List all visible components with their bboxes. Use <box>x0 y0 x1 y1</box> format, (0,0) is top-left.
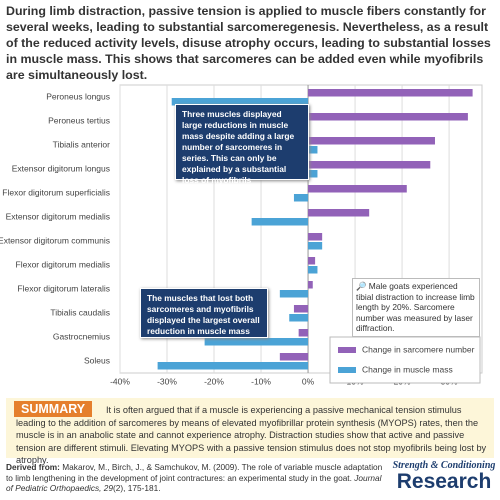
bar <box>279 353 309 361</box>
x-tick-label: -20% <box>204 376 224 386</box>
summary-text: It is often argued that if a muscle is e… <box>16 405 487 465</box>
bar <box>308 137 435 145</box>
legend-swatch <box>338 347 356 353</box>
header-text: During limb distraction, passive tension… <box>6 4 491 82</box>
bar <box>308 266 318 274</box>
y-tick-label: Tibialis anterior <box>53 139 110 149</box>
y-tick-label: Extensor digitorum communis <box>0 235 110 245</box>
note-text: Male goats experienced tibial distractio… <box>356 281 475 333</box>
x-tick-label: -10% <box>251 376 271 386</box>
footer: Derived from: Makarov, M., Birch, J., & … <box>6 462 386 494</box>
citation: Makarov, M., Birch, J., & Samchukov, M. … <box>6 462 383 483</box>
logo-top: Strength & Conditioning <box>392 460 496 471</box>
legend-box <box>329 336 481 384</box>
y-tick-label: Flexor digitorum lateralis <box>17 283 110 293</box>
bar <box>308 146 318 154</box>
y-tick-label: Flexor digitorum medialis <box>16 259 110 269</box>
x-tick-label: -30% <box>157 376 177 386</box>
x-tick-label: -40% <box>110 376 130 386</box>
y-tick-label: Flexor digitorum superficialis <box>2 187 110 197</box>
bar <box>308 89 473 97</box>
bar <box>157 362 309 370</box>
bar <box>298 329 309 337</box>
summary: It is often argued that if a muscle is e… <box>6 398 494 465</box>
magnifier-icon: 🔎 <box>356 281 367 291</box>
bar <box>251 218 309 226</box>
y-tick-label: Peroneus longus <box>46 91 110 101</box>
pages: (2), 175-181. <box>113 483 161 493</box>
y-tick-label: Extensor digitorum longus <box>12 163 110 173</box>
bar <box>171 98 309 106</box>
bar <box>308 281 313 289</box>
bar <box>308 161 431 169</box>
y-tick-label: Gastrocnemius <box>53 331 110 341</box>
note: 🔎 Male goats experienced tibial distract… <box>352 278 480 337</box>
bar <box>289 314 309 322</box>
bar <box>293 305 309 313</box>
bar <box>308 185 407 193</box>
bar <box>308 257 316 265</box>
legend-label: Change in sarcomere number <box>362 344 475 354</box>
bar <box>308 170 318 178</box>
y-tick-label: Extensor digitorum medialis <box>6 211 110 221</box>
legend-label: Change in muscle mass <box>362 364 453 374</box>
y-tick-label: Peroneus tertius <box>48 115 110 125</box>
bar <box>279 290 309 298</box>
bar <box>308 113 468 121</box>
bar <box>308 242 323 250</box>
logo-bottom: Research <box>396 470 492 493</box>
chart: -40%-30%-20%-10%0%10%20%30%Peroneus long… <box>0 84 483 386</box>
x-tick-label: 0% <box>302 376 315 386</box>
bar <box>308 209 370 217</box>
footer-label: Derived from: <box>6 462 60 472</box>
journal: Journal of Pediatric Orthopaedics, 29 <box>6 472 382 494</box>
bar <box>293 194 309 202</box>
legend-swatch <box>338 367 356 373</box>
logo: Strength & Conditioning Research <box>392 460 496 493</box>
bar <box>308 233 323 241</box>
bar <box>204 338 309 346</box>
y-tick-label: Soleus <box>84 355 110 365</box>
callout: The muscles that lost both sarcomeres an… <box>140 288 268 338</box>
y-tick-label: Tibialis caudalis <box>50 307 110 317</box>
summary-label: SUMMARY <box>14 401 93 417</box>
callout: Three muscles displayed large reductions… <box>175 104 309 185</box>
